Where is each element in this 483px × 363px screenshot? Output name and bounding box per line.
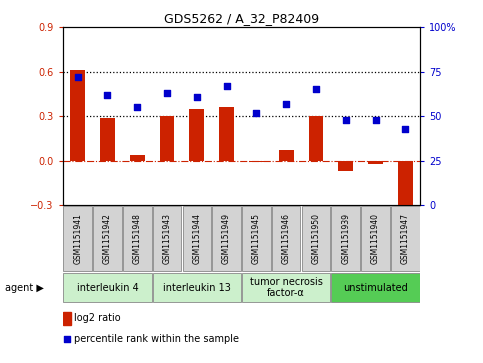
FancyBboxPatch shape bbox=[302, 207, 330, 271]
Point bbox=[193, 94, 201, 99]
Text: GSM1151941: GSM1151941 bbox=[73, 213, 82, 264]
Text: GSM1151939: GSM1151939 bbox=[341, 213, 350, 264]
Bar bbox=[63, 312, 71, 325]
Point bbox=[253, 110, 260, 115]
Text: GSM1151950: GSM1151950 bbox=[312, 213, 320, 264]
Point bbox=[104, 92, 112, 98]
Bar bbox=[338, 160, 353, 171]
Text: agent ▶: agent ▶ bbox=[5, 283, 43, 293]
Point bbox=[133, 104, 141, 110]
Bar bbox=[398, 160, 413, 208]
FancyBboxPatch shape bbox=[361, 207, 390, 271]
Point bbox=[312, 86, 320, 92]
Point bbox=[163, 90, 171, 96]
FancyBboxPatch shape bbox=[242, 273, 330, 302]
FancyBboxPatch shape bbox=[63, 207, 92, 271]
FancyBboxPatch shape bbox=[123, 207, 152, 271]
Text: GSM1151946: GSM1151946 bbox=[282, 213, 291, 264]
Text: GSM1151940: GSM1151940 bbox=[371, 213, 380, 264]
Point bbox=[372, 117, 380, 123]
Text: GSM1151942: GSM1151942 bbox=[103, 213, 112, 264]
FancyBboxPatch shape bbox=[93, 207, 122, 271]
Bar bbox=[189, 109, 204, 160]
Bar bbox=[219, 107, 234, 160]
Text: GSM1151944: GSM1151944 bbox=[192, 213, 201, 264]
Point bbox=[401, 126, 409, 131]
FancyBboxPatch shape bbox=[213, 207, 241, 271]
Bar bbox=[100, 118, 115, 160]
Bar bbox=[70, 70, 85, 160]
Text: GSM1151949: GSM1151949 bbox=[222, 213, 231, 264]
FancyBboxPatch shape bbox=[153, 207, 181, 271]
Bar bbox=[279, 150, 294, 160]
FancyBboxPatch shape bbox=[331, 207, 360, 271]
FancyBboxPatch shape bbox=[272, 207, 300, 271]
FancyBboxPatch shape bbox=[63, 273, 152, 302]
Text: tumor necrosis
factor-α: tumor necrosis factor-α bbox=[250, 277, 323, 298]
Point bbox=[282, 101, 290, 107]
Text: GSM1151945: GSM1151945 bbox=[252, 213, 261, 264]
Bar bbox=[159, 116, 174, 160]
FancyBboxPatch shape bbox=[242, 207, 270, 271]
Bar bbox=[249, 160, 264, 162]
Bar bbox=[309, 116, 324, 160]
FancyBboxPatch shape bbox=[153, 273, 241, 302]
Text: log2 ratio: log2 ratio bbox=[74, 314, 121, 323]
Text: GSM1151943: GSM1151943 bbox=[163, 213, 171, 264]
FancyBboxPatch shape bbox=[183, 207, 211, 271]
Title: GDS5262 / A_32_P82409: GDS5262 / A_32_P82409 bbox=[164, 12, 319, 25]
Bar bbox=[368, 160, 383, 164]
Point bbox=[74, 74, 82, 80]
FancyBboxPatch shape bbox=[391, 207, 420, 271]
Point bbox=[342, 117, 350, 123]
Point bbox=[223, 83, 230, 89]
Text: interleukin 4: interleukin 4 bbox=[77, 283, 138, 293]
Text: interleukin 13: interleukin 13 bbox=[163, 283, 231, 293]
FancyBboxPatch shape bbox=[331, 273, 420, 302]
Text: GSM1151948: GSM1151948 bbox=[133, 213, 142, 264]
Point bbox=[63, 337, 71, 342]
Text: percentile rank within the sample: percentile rank within the sample bbox=[74, 334, 239, 344]
Text: GSM1151947: GSM1151947 bbox=[401, 213, 410, 264]
Bar bbox=[130, 155, 145, 160]
Text: unstimulated: unstimulated bbox=[343, 283, 408, 293]
